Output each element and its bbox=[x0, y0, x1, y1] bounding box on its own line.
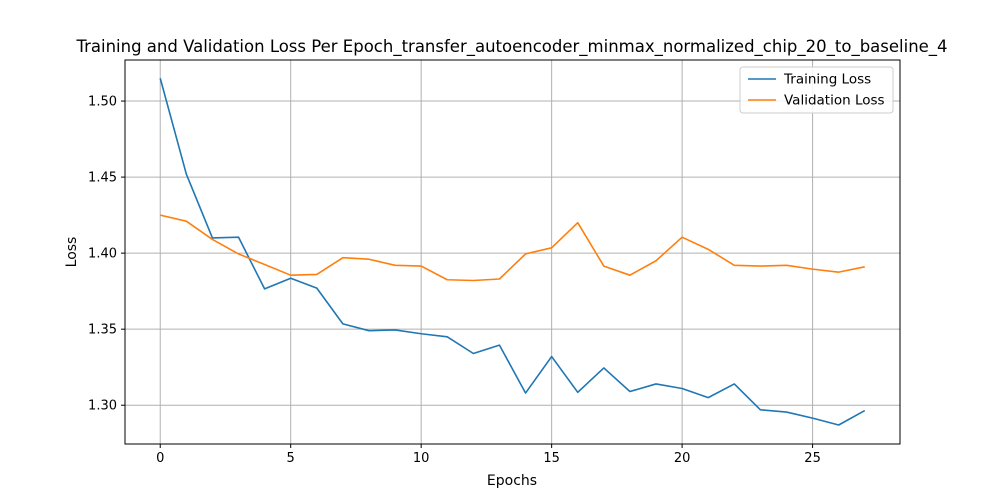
validation-loss-line bbox=[160, 214, 865, 282]
y-tick-label: 1.45 bbox=[88, 171, 117, 186]
y-tick-label: 1.40 bbox=[88, 247, 117, 262]
y-axis-label: Loss bbox=[64, 237, 80, 268]
y-tick-label: 1.50 bbox=[88, 95, 117, 110]
legend-box bbox=[739, 66, 894, 114]
x-tick-label: 15 bbox=[543, 451, 560, 466]
chart-title: Training and Validation Loss Per Epoch_t… bbox=[75, 37, 947, 57]
x-tick-label: 10 bbox=[413, 451, 430, 466]
legend-label-training-loss: Training Loss bbox=[783, 72, 871, 88]
training-loss-line bbox=[159, 78, 866, 426]
x-tick-label: 25 bbox=[804, 451, 821, 466]
x-axis-ticks: 0 5 10 15 20 25 bbox=[156, 444, 821, 466]
plot-frame bbox=[124, 59, 901, 445]
y-axis-ticks: 1.30 1.35 1.40 1.45 1.50 bbox=[88, 95, 125, 414]
y-tick-label: 1.30 bbox=[88, 399, 117, 414]
x-tick-label: 20 bbox=[674, 451, 691, 466]
x-tick-label: 0 bbox=[156, 451, 164, 466]
series-lines bbox=[159, 78, 866, 426]
legend-label-validation-loss: Validation Loss bbox=[784, 93, 885, 109]
x-axis-label: Epochs bbox=[487, 473, 537, 489]
x-tick-label: 5 bbox=[287, 451, 295, 466]
y-tick-label: 1.35 bbox=[88, 323, 117, 338]
legend: Training Loss Validation Loss bbox=[739, 66, 894, 114]
